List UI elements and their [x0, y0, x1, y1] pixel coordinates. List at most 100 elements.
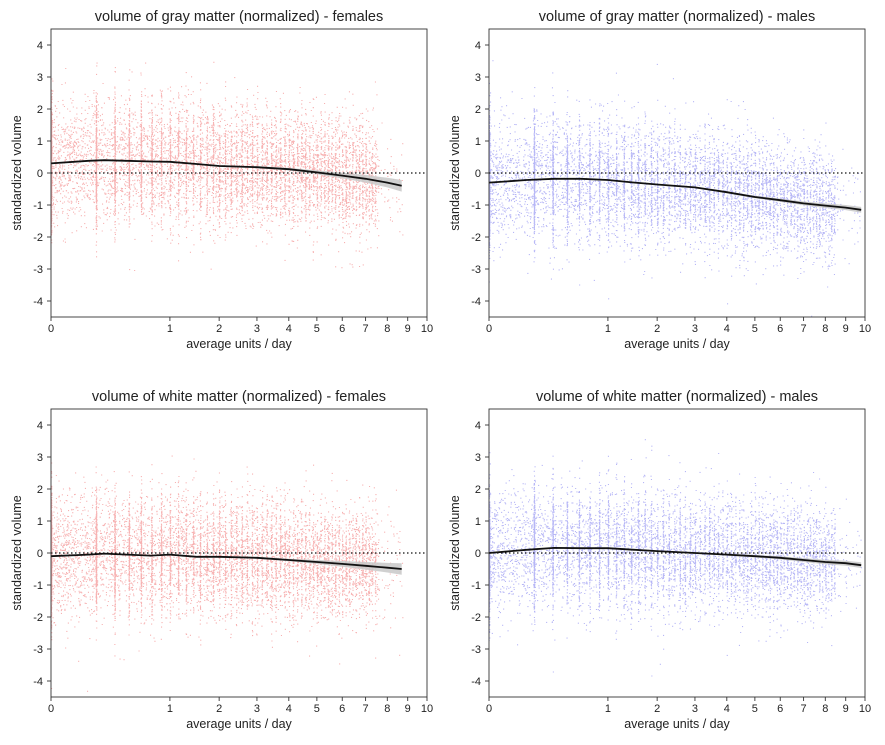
chart-title: volume of white matter (normalized) - fe…	[92, 389, 386, 405]
x-tick-label: 6	[339, 703, 345, 715]
y-tick-label: -1	[33, 580, 43, 592]
y-tick-label: 1	[475, 516, 481, 528]
x-tick-label: 1	[605, 323, 611, 335]
y-tick-label: 1	[37, 516, 43, 528]
smoothed-mean-line	[488, 546, 862, 567]
x-tick-label: 5	[314, 703, 320, 715]
x-tick-label: 5	[752, 703, 758, 715]
scatter-dots	[489, 60, 861, 317]
x-tick-label: 9	[843, 323, 849, 335]
x-tick-label: 9	[405, 703, 411, 715]
chart-title: volume of gray matter (normalized) - fem…	[95, 9, 384, 25]
y-tick-label: 2	[37, 484, 43, 496]
smoothed-mean-line	[50, 159, 402, 187]
x-tick-label: 10	[421, 703, 433, 715]
scatter-points	[51, 455, 404, 692]
y-tick-label: 4	[475, 40, 481, 52]
x-tick-label: 10	[859, 323, 871, 335]
y-tick-label: 4	[475, 420, 481, 432]
x-tick-label: 2	[654, 323, 660, 335]
x-tick-label: 3	[692, 703, 698, 715]
y-tick-label: -1	[33, 200, 43, 212]
x-tick-label: 0	[486, 323, 492, 335]
x-tick-label: 1	[167, 323, 173, 335]
y-tick-label: 0	[475, 548, 481, 560]
y-tick-label: 1	[475, 136, 481, 148]
y-tick-label: 3	[475, 72, 481, 84]
chart-title: volume of white matter (normalized) - ma…	[536, 389, 818, 405]
x-tick-label: 8	[822, 323, 828, 335]
scatter-dots	[489, 439, 863, 677]
scatter-points	[489, 60, 861, 317]
y-tick-label: 2	[475, 484, 481, 496]
y-tick-label: -2	[471, 612, 481, 624]
y-tick-label: 0	[37, 168, 43, 180]
chart-title: volume of gray matter (normalized) - mal…	[539, 9, 815, 25]
y-axis-label: standardized volume	[448, 115, 462, 230]
x-tick-label: 4	[724, 323, 730, 335]
y-tick-label: -3	[471, 264, 481, 276]
x-tick-label: 9	[405, 323, 411, 335]
x-tick-label: 9	[843, 703, 849, 715]
x-tick-label: 5	[752, 323, 758, 335]
x-tick-label: 4	[286, 703, 292, 715]
x-tick-label: 3	[254, 323, 260, 335]
smoothed-mean-line	[50, 552, 402, 570]
scatter-dots	[51, 61, 404, 272]
x-tick-label: 2	[654, 703, 660, 715]
panel-white-males: 0 1 2 3 4 5 6 7 8 9 10 -4 -3 -2 -1 0 1 2 3 4 volume of white…	[448, 389, 871, 731]
y-tick-label: -3	[33, 644, 43, 656]
y-tick-label: 4	[37, 420, 43, 432]
scatter-points	[489, 439, 863, 677]
y-tick-label: -2	[471, 232, 481, 244]
x-tick-label: 6	[339, 323, 345, 335]
x-tick-label: 8	[384, 323, 390, 335]
x-tick-label: 10	[421, 323, 433, 335]
y-tick-label: -4	[33, 676, 43, 688]
y-tick-label: 2	[475, 104, 481, 116]
y-axis-label: standardized volume	[448, 495, 462, 610]
x-tick-label: 7	[363, 323, 369, 335]
x-tick-label: 7	[801, 703, 807, 715]
x-tick-label: 1	[167, 703, 173, 715]
x-tick-label: 2	[216, 703, 222, 715]
y-tick-label: -2	[33, 612, 43, 624]
x-tick-label: 10	[859, 703, 871, 715]
x-axis-label: average units / day	[624, 337, 730, 351]
panel-white-females: 0 1 2 3 4 5 6 7 8 9 10 -4 -3 -2 -1 0 1 2 3 4 volume of white…	[10, 389, 433, 731]
x-tick-label: 3	[692, 323, 698, 335]
x-axis-label: average units / day	[186, 717, 292, 731]
y-tick-label: 3	[37, 72, 43, 84]
x-tick-label: 8	[384, 703, 390, 715]
x-tick-label: 3	[254, 703, 260, 715]
x-tick-label: 2	[216, 323, 222, 335]
x-tick-label: 0	[48, 703, 54, 715]
x-tick-label: 4	[724, 703, 730, 715]
x-axis-label: average units / day	[186, 337, 292, 351]
x-tick-label: 5	[314, 323, 320, 335]
x-tick-label: 1	[605, 703, 611, 715]
y-tick-label: 3	[475, 452, 481, 464]
y-tick-label: -4	[33, 296, 43, 308]
x-tick-label: 0	[48, 323, 54, 335]
y-tick-label: -1	[471, 200, 481, 212]
y-tick-label: -1	[471, 580, 481, 592]
y-tick-label: -3	[471, 644, 481, 656]
x-tick-label: 0	[486, 703, 492, 715]
x-tick-label: 6	[777, 323, 783, 335]
x-tick-label: 6	[777, 703, 783, 715]
y-tick-label: 0	[37, 548, 43, 560]
y-tick-label: 1	[37, 136, 43, 148]
x-tick-label: 7	[363, 703, 369, 715]
y-axis-label: standardized volume	[10, 115, 24, 230]
x-tick-label: 8	[822, 703, 828, 715]
y-tick-label: 4	[37, 40, 43, 52]
y-tick-label: -2	[33, 232, 43, 244]
x-tick-label: 7	[801, 323, 807, 335]
smoothed-mean-line	[488, 177, 862, 211]
y-axis-label: standardized volume	[10, 495, 24, 610]
y-tick-label: -4	[471, 296, 481, 308]
panel-gray-males: 0 1 2 3 4 5 6 7 8 9 10 -4 -3 -2 -1 0 1 2 3 4 volume of gray …	[448, 9, 871, 351]
panel-gray-females: 0 1 2 3 4 5 6 7 8 9 10 -4 -3 -2 -1 0 1 2 3 4 volume of gray …	[10, 9, 433, 351]
